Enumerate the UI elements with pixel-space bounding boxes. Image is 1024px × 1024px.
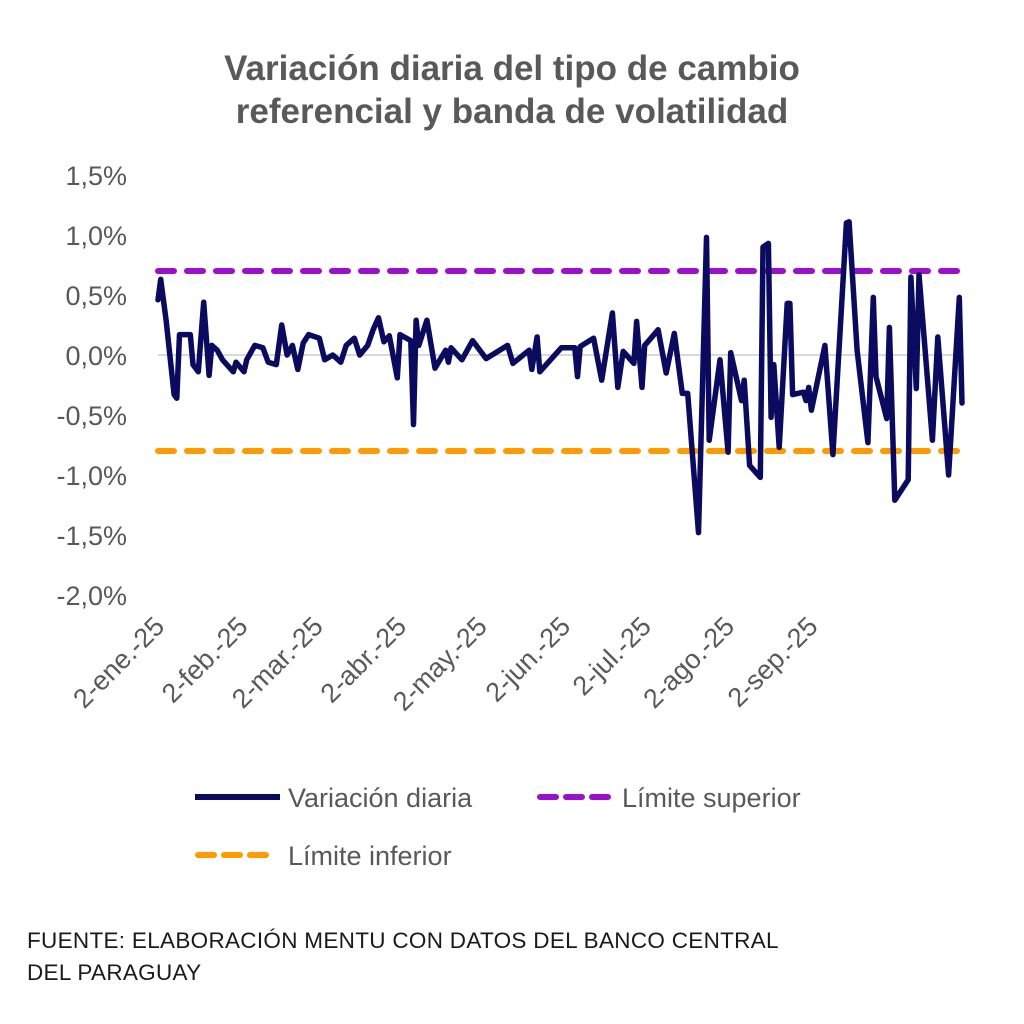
- y-tick-label: -1,0%: [56, 461, 127, 491]
- chart-title-line-1: Variación diaria del tipo de cambio: [224, 49, 800, 88]
- chart-title-line-2: referencial y banda de volatilidad: [236, 92, 788, 131]
- source-note-line-2: DEL PARAGUAY: [27, 960, 201, 985]
- legend-label-variacion: Variación diaria: [288, 783, 473, 813]
- y-tick-label: -0,5%: [56, 401, 127, 431]
- legend: Variación diaria Límite superior Límite …: [195, 783, 801, 871]
- legend-label-superior: Límite superior: [622, 783, 801, 813]
- daily-variation-line: [155, 219, 965, 536]
- x-tick-label: 2-jun.-25: [480, 611, 577, 708]
- y-tick-label: -2,0%: [56, 581, 127, 611]
- plot-area: [155, 219, 967, 536]
- source-note-line-1: FUENTE: ELABORACIÓN MENTU CON DATOS DEL …: [27, 928, 779, 953]
- y-tick-label: -1,5%: [56, 521, 127, 551]
- y-axis: 1,5% 1,0% 0,5% 0,0% -0,5% -1,0% -1,5% -2,0%: [56, 161, 127, 611]
- x-tick-label: 2-ago.-25: [637, 611, 740, 714]
- y-tick-label: 0,5%: [65, 281, 127, 311]
- x-axis: 2-ene.-252-feb.-252-mar.-252-abr.-252-ma…: [67, 611, 823, 717]
- legend-label-inferior: Límite inferior: [288, 841, 452, 871]
- y-tick-label: 1,0%: [65, 221, 127, 251]
- x-tick-label: 2-sep.-25: [722, 611, 824, 713]
- y-tick-label: 1,5%: [65, 161, 127, 191]
- x-tick-label: 2-ene.-25: [67, 611, 170, 714]
- y-tick-label: 0,0%: [65, 341, 127, 371]
